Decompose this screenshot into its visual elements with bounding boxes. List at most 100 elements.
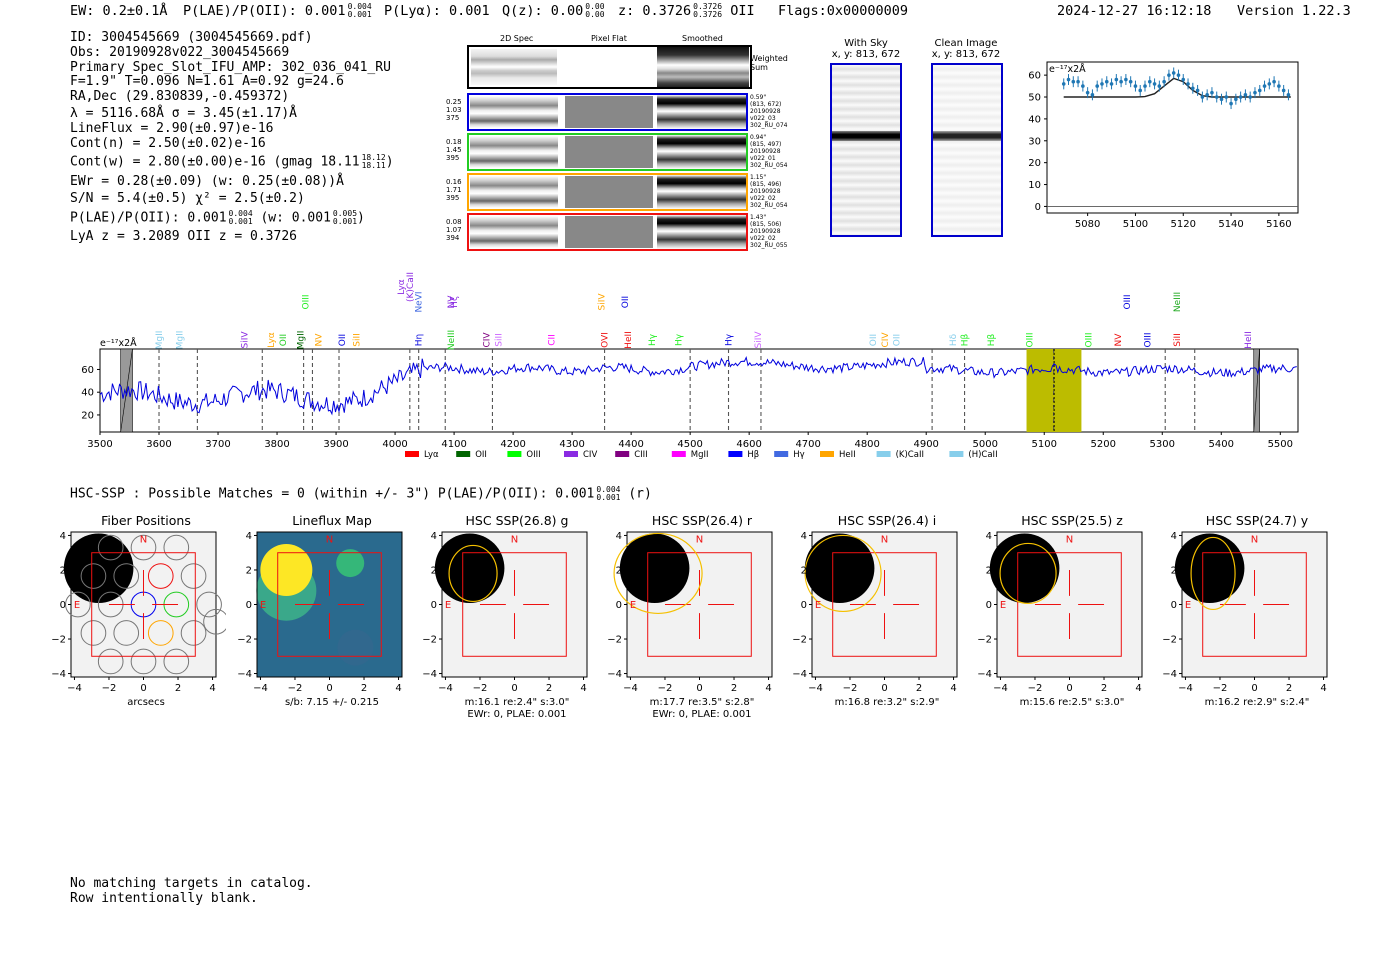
- zoom-data-point: [1286, 93, 1291, 97]
- spec2d-col-header: 2D Spec: [500, 34, 534, 43]
- info-ewr: EWr = 0.28(±0.09) (w: 0.25(±0.08))Å: [70, 173, 344, 189]
- fiber-circle: [180, 563, 207, 589]
- fiber-circle: [80, 620, 107, 646]
- emission-line-name: SiIV: [754, 331, 764, 349]
- cutout-xtick-label: 0: [326, 683, 332, 694]
- zoom-data-point: [1186, 82, 1190, 86]
- legend-swatch: [405, 451, 419, 457]
- cutout-ytick-label: −4: [792, 669, 807, 680]
- cutout-xtick-label: 2: [546, 683, 552, 694]
- cutout-xtick-label: −2: [1213, 683, 1228, 694]
- spectrum-xtick-label: 4400: [618, 439, 643, 450]
- emission-line-name: Lyα: [397, 279, 407, 295]
- spectrum-plot-frame: [99, 348, 1299, 433]
- zoom-data-point: [1138, 88, 1143, 93]
- emission-line-label: MgII: [297, 331, 307, 350]
- emission-line-label: NV: [1114, 333, 1124, 347]
- emission-line-name: Lyα: [267, 332, 277, 348]
- spectrum-xtick-label: 4600: [736, 439, 761, 450]
- emission-line-name: SiIV: [241, 331, 251, 349]
- fiber-circle: [147, 620, 174, 646]
- emission-line-name: Hδ: [949, 333, 959, 346]
- cutout-panel: N E 4 −4 2 −2 0 0 −2 2 −4 4: [792, 531, 958, 694]
- emission-line-label: Hβ: [987, 333, 997, 346]
- emission-line-label: SiII: [1173, 333, 1183, 347]
- spec2d-pixel-flat: [565, 216, 653, 248]
- spectrum-line: [99, 355, 1297, 416]
- header-version: Version 1.22.3: [1237, 3, 1351, 19]
- hsc-summary: HSC-SSP : Possible Matches = 0 (within +…: [70, 485, 652, 502]
- legend-swatch: [671, 451, 686, 457]
- emission-line-label: NeVI: [415, 291, 425, 312]
- aperture-box: [832, 552, 937, 657]
- emission-line-label: SiII: [494, 333, 504, 347]
- emission-line-label: OII: [621, 296, 631, 308]
- zoom-data-point: [1157, 84, 1162, 88]
- legend-swatch: [507, 451, 522, 457]
- cutout-title: Lineflux Map: [292, 513, 372, 528]
- with-sky-title: With Sky x, y: 813, 672: [831, 38, 901, 60]
- cutout-xtick-label: 2: [731, 683, 737, 694]
- emission-line-name: Hγ: [674, 333, 684, 346]
- zoom-unit-label: e⁻¹⁷x2Å: [1049, 63, 1086, 75]
- aperture-box: [1017, 552, 1122, 657]
- emission-line-name: Hγ: [648, 333, 658, 346]
- emission-line-label: Lyα: [397, 279, 407, 295]
- emission-line-name: CIV: [483, 332, 493, 348]
- cutout-ytick-label: 0: [616, 600, 622, 611]
- zoom-data-point: [1133, 84, 1138, 88]
- cutout-ytick-label: −2: [422, 635, 437, 646]
- spec2d-smoothed: [657, 175, 746, 209]
- clean-image: [931, 63, 1003, 237]
- cutout-ytick-label: 4: [1171, 531, 1177, 542]
- fiber-circle: [203, 608, 226, 635]
- emission-line-name: Hβ: [987, 333, 997, 346]
- emission-line-name: OII: [338, 334, 348, 346]
- cutout-xtick-label: 2: [361, 683, 367, 694]
- legend-label: Lyα: [424, 450, 439, 460]
- full-spectrum-chart: 20 40 60 3500 3600 3700 3800 3900 4000 4100 4200 43…: [81, 272, 1299, 460]
- bright-source: [804, 533, 875, 604]
- cutout-ytick-label: −4: [607, 669, 622, 680]
- cutout-ytick-label: −4: [977, 669, 992, 680]
- legend-swatch: [949, 451, 964, 457]
- cutout-ytick-label: 4: [246, 531, 252, 542]
- zoom-data-point: [1167, 73, 1171, 77]
- emission-line-label: Hζ: [450, 296, 460, 308]
- zoom-data-point: [1109, 82, 1114, 86]
- fiber-circle: [196, 591, 222, 618]
- spectrum-xtick-label: 4300: [559, 439, 584, 450]
- spectrum-xtick-label: 5100: [1032, 439, 1057, 450]
- spec2d-pixel-flat: [565, 176, 653, 208]
- fiber-circle: [130, 534, 157, 561]
- spectrum-xtick-label: 5500: [1268, 439, 1293, 450]
- emission-line-label: MgII: [155, 331, 165, 350]
- north-label: N: [326, 534, 333, 545]
- bright-source: [619, 533, 690, 604]
- fiber-circle: [97, 534, 124, 561]
- fiber-circle: [113, 563, 140, 589]
- source-ellipse: [804, 534, 882, 613]
- zoom-data-point: [1205, 93, 1209, 97]
- masked-hatch: [1253, 348, 1260, 433]
- header-qz: Q(z): 0.00 0.00 0.00: [502, 2, 605, 20]
- info-obs: Obs: 20190928v022_3004545669: [70, 44, 290, 60]
- spectrum-xtick-label: 3500: [87, 439, 112, 450]
- north-label: N: [1251, 534, 1258, 545]
- cutout-xtick-label: −2: [1028, 683, 1043, 694]
- spec2d-pixel-flat: [565, 136, 653, 168]
- zoom-data-point: [1238, 95, 1243, 99]
- cutout-xtick-label: −4: [808, 683, 823, 694]
- cutout-ytick-label: 0: [246, 600, 252, 611]
- cutout-ytick-label: 0: [1171, 600, 1177, 611]
- weighted-sum-label: Weighted Sum: [750, 54, 788, 72]
- cutout-ytick-label: −2: [51, 635, 66, 646]
- bright-source: [1174, 533, 1245, 604]
- spec2d-row-left-values: 0.18 1.45 395: [446, 138, 462, 162]
- zoom-data-point: [1114, 77, 1119, 82]
- zoom-xtick-label: 5080: [1075, 219, 1100, 230]
- emission-line-label: OIII: [1123, 294, 1133, 309]
- cutout-xtick-label: −2: [843, 683, 858, 694]
- east-label: E: [74, 600, 80, 611]
- cutout-title: HSC SSP(26.4) i: [837, 513, 937, 528]
